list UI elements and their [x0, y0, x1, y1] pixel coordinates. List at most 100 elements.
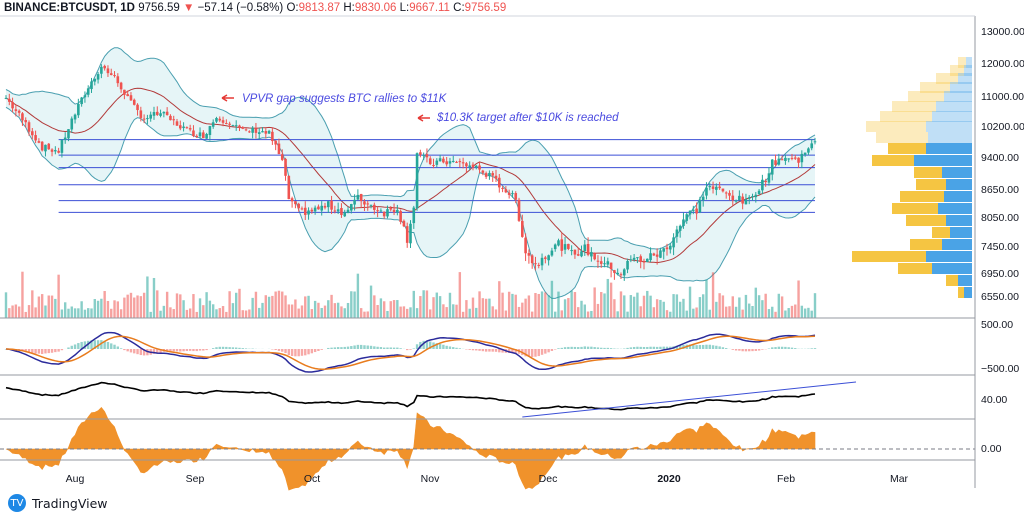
- volume-bar: [692, 308, 695, 318]
- candle-body: [501, 188, 504, 190]
- candle-body: [80, 97, 83, 105]
- volume-bar: [573, 292, 577, 318]
- candle-body: [442, 158, 445, 163]
- volume-bar: [83, 309, 87, 318]
- candle-body: [402, 220, 406, 227]
- volume-bar: [80, 301, 83, 318]
- volume-bar: [8, 308, 11, 318]
- volume-profile-down-bar: [950, 227, 972, 238]
- volume-bar: [67, 308, 70, 318]
- volume-bar: [149, 311, 152, 318]
- volume-bar: [96, 300, 100, 318]
- macd-histogram-bar: [333, 347, 337, 349]
- volume-bar: [139, 296, 143, 318]
- volume-bar: [415, 308, 419, 318]
- candle-body: [386, 209, 389, 217]
- macd-histogram-bar: [695, 345, 698, 349]
- candle-body: [497, 177, 501, 188]
- volume-bar: [774, 311, 777, 318]
- volume-bar: [373, 295, 376, 318]
- volume-bar: [698, 297, 702, 318]
- volume-profile-up-bar: [916, 179, 946, 190]
- macd-histogram-bar: [353, 345, 356, 349]
- candle-body: [307, 210, 310, 215]
- volume-profile-down-bar: [936, 101, 972, 112]
- candle-body: [583, 244, 587, 251]
- candle-body: [234, 125, 238, 127]
- volume-profile-up-bar: [932, 227, 950, 238]
- pane-tick-label: 0.00: [981, 443, 1002, 455]
- volume-bar: [366, 311, 369, 318]
- volume-bar: [767, 309, 771, 318]
- symbol-label: BINANCE:BTCUSDT, 1D: [4, 2, 135, 14]
- candle-body: [238, 125, 241, 128]
- volume-bar: [198, 298, 202, 318]
- tradingview-brand[interactable]: TV TradingView: [8, 494, 108, 512]
- candle-body: [323, 205, 327, 208]
- candle-body: [353, 199, 356, 205]
- volume-bar: [580, 300, 583, 318]
- candle-body: [665, 247, 669, 250]
- macd-histogram-bar: [636, 346, 639, 349]
- macd-histogram-bar: [225, 346, 228, 349]
- time-tick-label: Dec: [539, 473, 558, 485]
- volume-bar: [458, 272, 462, 318]
- volume-bar: [780, 296, 784, 318]
- volume-bar: [613, 299, 616, 318]
- rsi-trendline: [522, 381, 857, 418]
- volume-bar: [803, 308, 807, 318]
- candle-body: [119, 82, 123, 90]
- macd-histogram-bar: [570, 346, 573, 349]
- volume-profile: [852, 57, 972, 298]
- pane-tick-label: 40.00: [981, 394, 1007, 406]
- price-tick-label: 6950.00: [981, 268, 1019, 280]
- macd-histogram-bar: [363, 345, 366, 349]
- candle-body: [132, 99, 136, 105]
- volume-bar: [432, 297, 435, 318]
- candle-body: [678, 225, 682, 231]
- candle-body: [350, 204, 353, 211]
- candle-body: [264, 131, 268, 134]
- macd-histogram-bar: [34, 349, 37, 354]
- volume-bar: [133, 297, 136, 318]
- candle-body: [142, 118, 146, 120]
- volume-bar: [810, 310, 813, 318]
- volume-bar: [254, 291, 258, 318]
- candle-body: [701, 196, 705, 201]
- macd-histogram-bar: [563, 347, 567, 349]
- macd-histogram-bar: [544, 349, 547, 354]
- time-tick-label: Aug: [66, 473, 85, 485]
- volume-bar: [649, 295, 652, 318]
- candle-body: [103, 65, 106, 69]
- macd-histogram-bar: [379, 347, 383, 349]
- candle-body: [438, 158, 442, 162]
- candle-body: [642, 261, 646, 263]
- candle-body: [458, 161, 462, 163]
- candle-body: [609, 262, 613, 270]
- candle-body: [744, 199, 748, 205]
- volume-bar: [682, 298, 685, 318]
- volume-bar: [267, 296, 271, 318]
- candle-body: [123, 89, 126, 95]
- volume-bar: [478, 291, 481, 318]
- candle-body: [47, 143, 51, 150]
- volume-profile-down-bar: [942, 167, 972, 178]
- macd-histogram-bar: [343, 346, 346, 349]
- candle-body: [21, 113, 24, 121]
- candle-body: [405, 226, 409, 243]
- volume-bar: [40, 294, 44, 318]
- volume-bar: [238, 288, 241, 318]
- volume-bar: [711, 272, 715, 318]
- volume-bar: [606, 278, 610, 318]
- macd-histogram-bar: [498, 349, 501, 353]
- candle-body: [481, 170, 485, 173]
- volume-bar: [359, 308, 363, 318]
- macd-histogram-bar: [70, 345, 73, 349]
- candle-body: [159, 113, 162, 116]
- volume-bar: [63, 302, 67, 318]
- volume-bar: [797, 280, 800, 318]
- candle-body: [356, 194, 360, 200]
- macd-histogram-bar: [60, 349, 64, 351]
- macd-histogram-bar: [718, 346, 721, 349]
